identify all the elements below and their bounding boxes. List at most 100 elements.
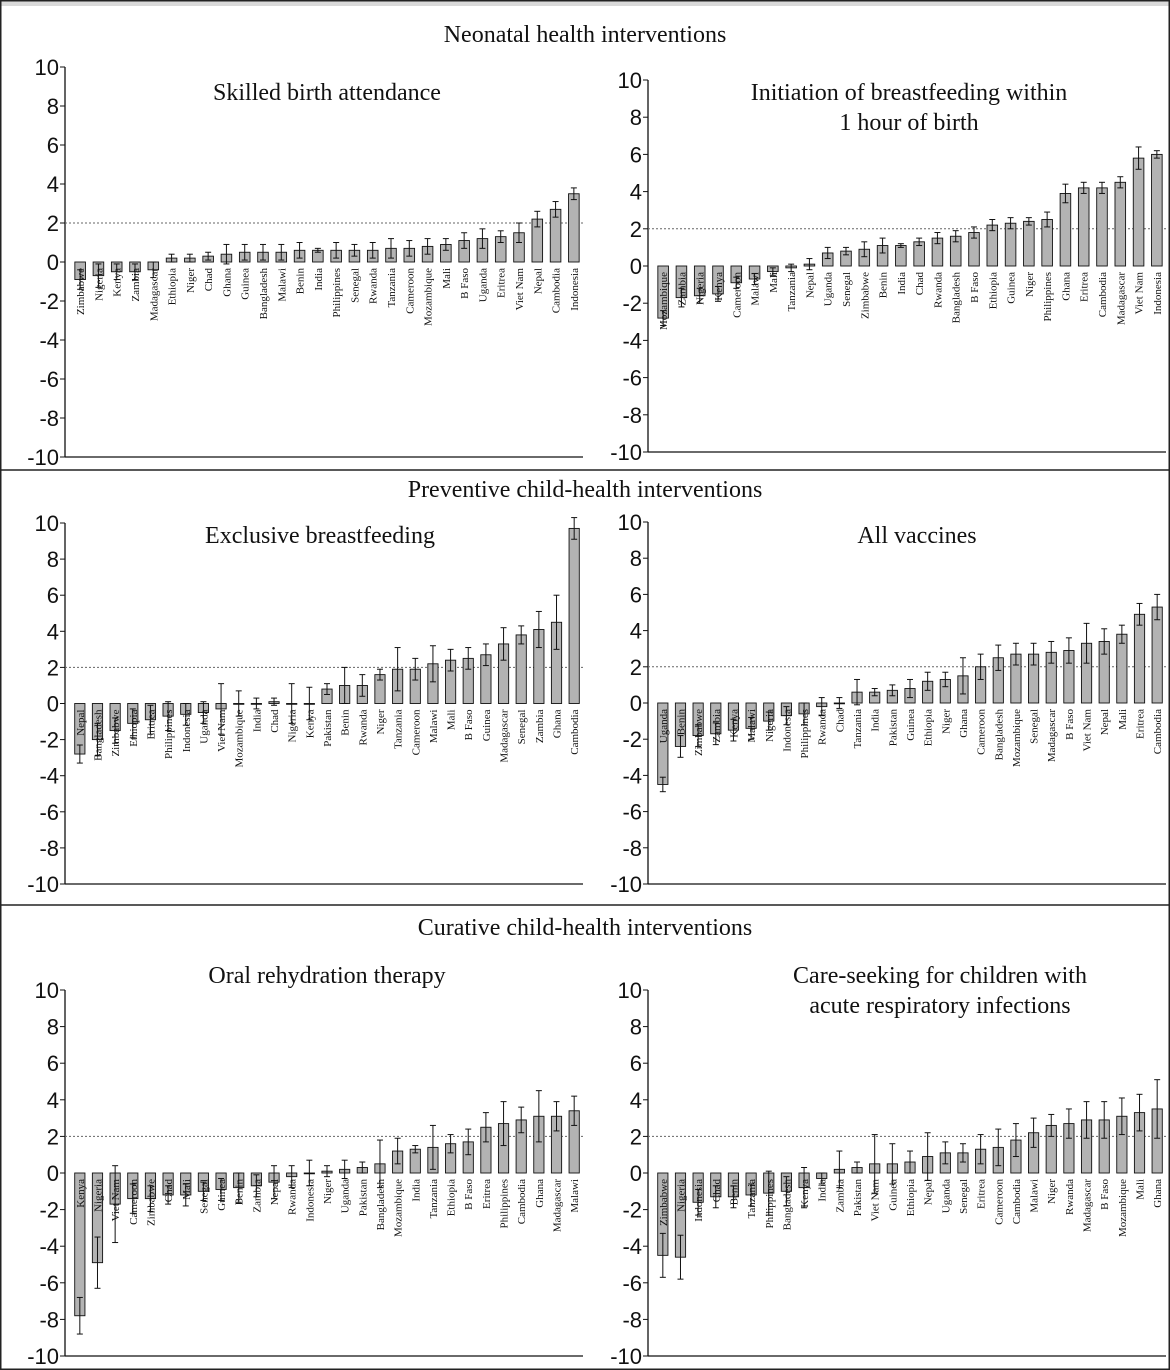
category-label: Cameroon bbox=[993, 1179, 1005, 1225]
category-label: Ghana bbox=[552, 709, 564, 738]
y-tick-label: 2 bbox=[47, 1124, 59, 1149]
bar-eritrea bbox=[1133, 613, 1146, 704]
y-tick-label: 10 bbox=[35, 511, 59, 536]
category-label: Rwanda bbox=[817, 709, 829, 745]
y-tick-label: 0 bbox=[47, 250, 59, 275]
category-label: Viet Nam bbox=[1082, 709, 1094, 752]
y-tick-label: 8 bbox=[630, 105, 642, 130]
category-label: Mali bbox=[1135, 1179, 1147, 1200]
category-label: Madagascar bbox=[148, 268, 160, 321]
y-tick-label: 4 bbox=[630, 1088, 642, 1113]
category-label: Nepal bbox=[75, 710, 87, 736]
y-tick-label: 10 bbox=[618, 68, 642, 93]
panel-title: Care-seeking for children with bbox=[793, 963, 1087, 989]
category-label: Zambia bbox=[676, 272, 688, 306]
category-label: Senegal bbox=[841, 272, 853, 307]
bar-mali bbox=[1116, 633, 1128, 704]
category-label: Eritrea bbox=[145, 709, 157, 739]
bar-indonesia bbox=[1151, 153, 1163, 267]
category-label: Chad bbox=[203, 268, 215, 292]
category-label: Guinea bbox=[481, 709, 493, 741]
y-tick-label: 8 bbox=[47, 547, 59, 572]
y-tick-label: -10 bbox=[610, 1344, 642, 1369]
category-label: Cameroon bbox=[410, 709, 422, 755]
category-label: Eritrea bbox=[481, 1179, 493, 1209]
y-tick-label: -6 bbox=[622, 800, 642, 825]
category-label: Malawi bbox=[428, 710, 440, 744]
chart-panel-2: Exclusive breastfeeding 10 8 6 4 2 0 -2 -4 -6 -8 -1… bbox=[27, 511, 583, 897]
y-tick-label: 0 bbox=[630, 254, 642, 279]
y-tick-label: 6 bbox=[630, 142, 642, 167]
category-label: Niger bbox=[322, 1179, 334, 1204]
panel-title: Initiation of breastfeeding within bbox=[751, 80, 1068, 106]
y-tick-label: 2 bbox=[630, 655, 642, 680]
y-tick-label: 4 bbox=[47, 619, 59, 644]
category-label: Indonesia bbox=[181, 709, 193, 752]
chart-panel-3: All vaccines 10 8 6 4 2 0 -2 -4 -6 -8 -10 Uganda Beni… bbox=[610, 510, 1166, 897]
y-tick-label: 0 bbox=[47, 1161, 59, 1186]
category-label: Mali bbox=[768, 272, 780, 293]
y-tick-label: -4 bbox=[39, 328, 59, 353]
bar-eritrea bbox=[1077, 187, 1090, 267]
category-label: Benin bbox=[728, 1179, 740, 1206]
category-label: Chad bbox=[914, 272, 926, 296]
y-tick-label: 8 bbox=[630, 1015, 642, 1040]
y-tick-label: -4 bbox=[622, 763, 642, 788]
y-tick-label: 0 bbox=[630, 1161, 642, 1186]
bar-cambodia bbox=[1151, 606, 1163, 704]
panel-title: acute respiratory infections bbox=[809, 993, 1070, 1019]
y-tick-label: 4 bbox=[47, 172, 59, 197]
y-tick-label: 6 bbox=[630, 582, 642, 607]
category-label: Chad bbox=[163, 1179, 175, 1203]
category-label: Niger bbox=[940, 709, 952, 734]
y-tick-label: 2 bbox=[630, 1124, 642, 1149]
category-label: Nigeria bbox=[675, 1179, 687, 1212]
category-label: India bbox=[870, 709, 882, 732]
category-label: Zimbabwe bbox=[859, 272, 871, 319]
category-label: Uganda bbox=[198, 709, 210, 743]
category-label: B Faso bbox=[1064, 709, 1076, 740]
bar-india bbox=[895, 245, 907, 267]
category-label: Nepal bbox=[532, 268, 544, 294]
category-label: Tanzania bbox=[786, 272, 798, 312]
category-label: Tanzania bbox=[852, 709, 864, 749]
category-label: Kenya bbox=[713, 272, 725, 301]
category-label: Madagascar bbox=[1046, 709, 1058, 762]
category-label: Ghana bbox=[958, 709, 970, 738]
chart-panel-0: Skilled birth attendance 10 8 6 4 2 0 -2 -4 -6 -8 -… bbox=[27, 55, 583, 470]
category-label: Uganda bbox=[823, 272, 835, 306]
y-tick-label: 2 bbox=[630, 217, 642, 242]
bar-guinea bbox=[1004, 222, 1017, 267]
category-label: India bbox=[817, 1179, 829, 1202]
category-label: Eritrea bbox=[976, 1179, 988, 1209]
category-label: Mali bbox=[181, 1179, 193, 1200]
category-label: Mali bbox=[1117, 709, 1129, 730]
category-label: Rwanda bbox=[932, 272, 944, 308]
y-tick-label: -6 bbox=[622, 366, 642, 391]
y-tick-label: -8 bbox=[39, 406, 59, 431]
category-label: Indonesia bbox=[304, 1179, 316, 1222]
category-label: Nigeria bbox=[695, 272, 707, 305]
category-label: Senegal bbox=[349, 268, 361, 303]
bar-madagascar bbox=[1114, 181, 1127, 267]
y-tick-label: -6 bbox=[622, 1271, 642, 1296]
category-label: Ghana bbox=[1060, 272, 1072, 301]
y-tick-label: 6 bbox=[630, 1051, 642, 1076]
category-label: Pakistan bbox=[357, 1179, 369, 1217]
y-tick-label: 10 bbox=[618, 978, 642, 1003]
category-label: B Faso bbox=[1099, 1179, 1111, 1210]
category-label: Ethiopia bbox=[923, 709, 935, 746]
category-label: Tanzania bbox=[428, 1179, 440, 1219]
category-label: Kenya bbox=[304, 709, 316, 738]
category-label: Kenya bbox=[75, 1179, 87, 1208]
y-tick-label: -10 bbox=[27, 1344, 59, 1369]
y-tick-label: -8 bbox=[622, 403, 642, 428]
category-label: Mozambique bbox=[393, 1179, 405, 1237]
category-label: Malawi bbox=[1029, 1179, 1041, 1213]
y-tick-label: -6 bbox=[39, 800, 59, 825]
bar-cambodia bbox=[568, 527, 580, 704]
y-tick-label: -2 bbox=[39, 1198, 59, 1223]
panel-title: Oral rehydration therapy bbox=[208, 963, 445, 989]
